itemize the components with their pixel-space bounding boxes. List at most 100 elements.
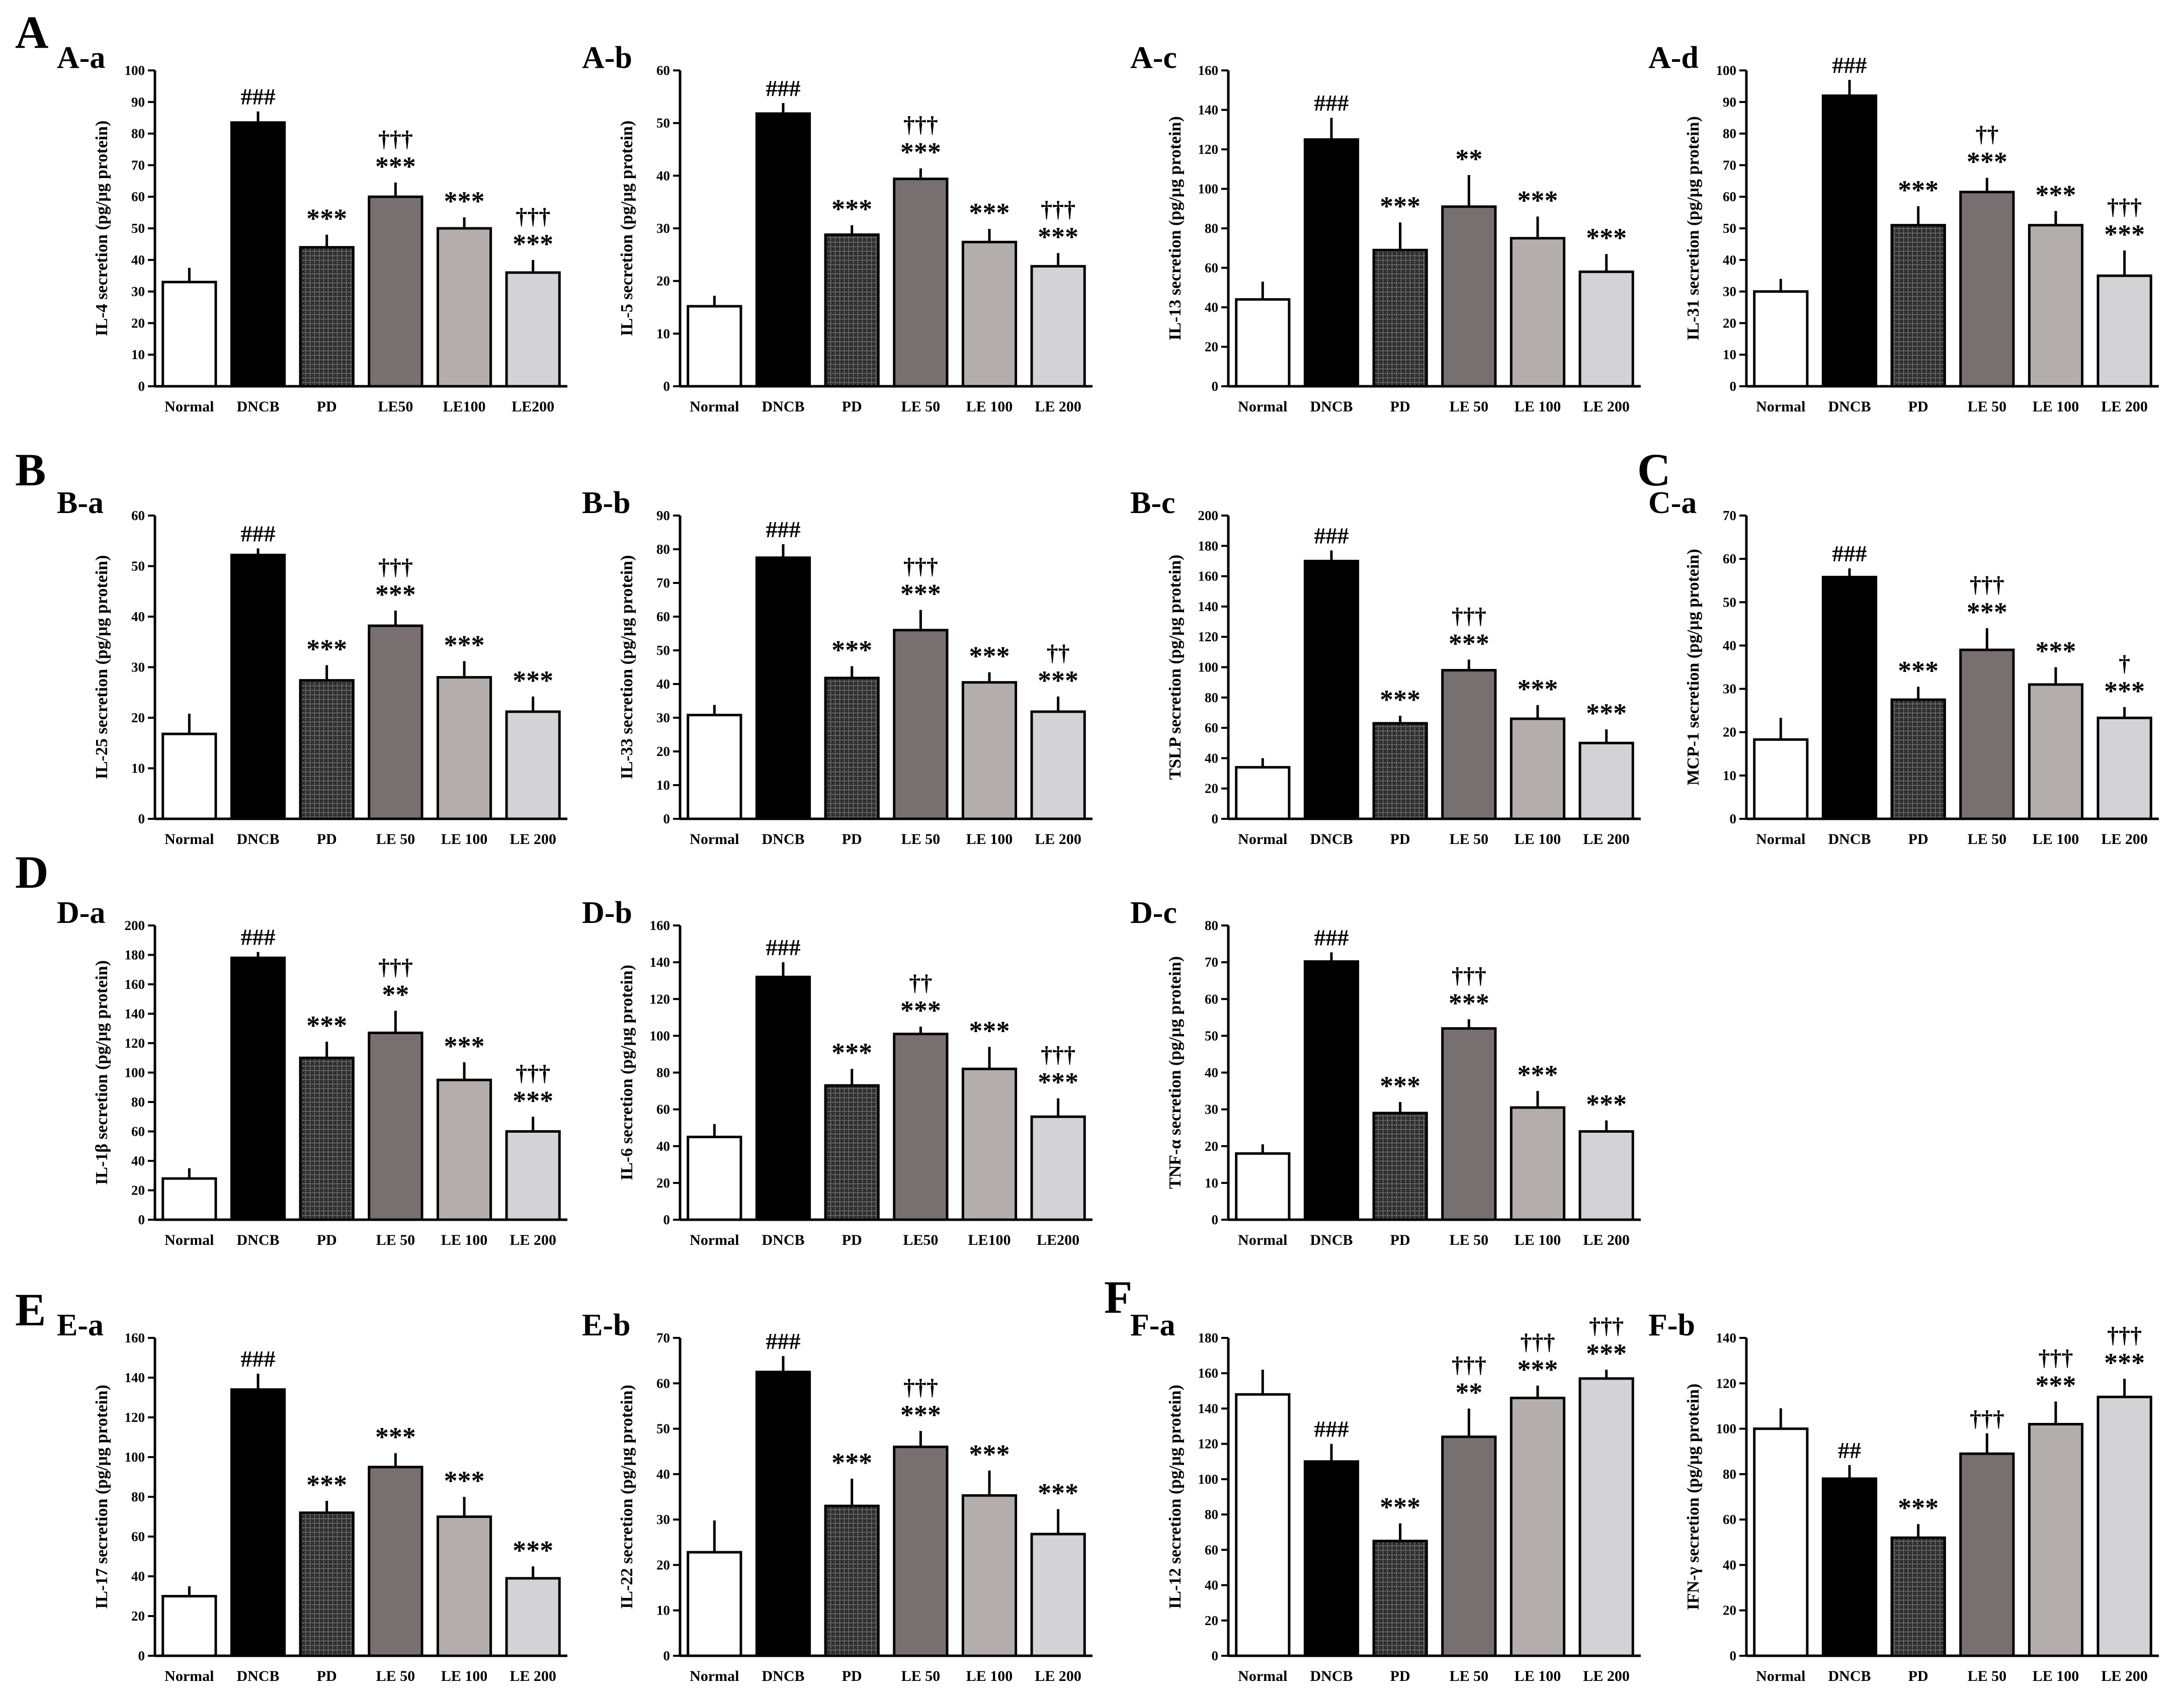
significance-label: *** (831, 1038, 872, 1068)
bar-e-b-normal (687, 1551, 742, 1657)
bar-e-b-le50 (893, 1446, 949, 1657)
significance-label: ††† (1452, 962, 1486, 988)
y-tick-label: 60 (1205, 261, 1218, 276)
x-tick-label: LE 100 (2033, 398, 2079, 415)
x-tick-label: LE 50 (1968, 831, 2007, 848)
bar-a-c-le50 (1441, 205, 1497, 388)
x-tick-label: DNCB (1310, 398, 1353, 415)
y-tick-label: 60 (656, 609, 670, 624)
y-axis-label-d-c: TNF-α secretion (pg/μg protein) (1166, 956, 1185, 1189)
bar-a-b-pd (824, 233, 880, 388)
x-tick-label: LE 200 (1583, 398, 1630, 415)
section-label-a: A (15, 7, 48, 58)
significance-label: *** (444, 1466, 485, 1496)
bar-a-b-le100 (961, 240, 1018, 388)
y-tick-label: 20 (131, 315, 145, 330)
y-tick-label: 70 (131, 157, 145, 173)
bar-d-a-le100 (436, 1078, 492, 1221)
significance-label: ††† (2107, 194, 2142, 219)
y-tick-label: 10 (656, 326, 670, 341)
significance-label: *** (513, 1535, 553, 1565)
y-tick-label: 40 (656, 676, 670, 692)
bar-b-a-dncb (230, 553, 286, 820)
significance-label: *** (1380, 1071, 1420, 1101)
significance-label: *** (2036, 180, 2076, 210)
x-tick-label: LE200 (512, 398, 554, 415)
y-axis-label-f-a: IL-12 secretion (pg/μg protein) (1166, 1385, 1185, 1609)
y-axis-label-b-b: IL-33 secretion (pg/μg protein) (618, 555, 636, 780)
y-axis-label-a-c: IL-13 secretion (pg/μg protein) (1166, 116, 1185, 341)
bar-a-d-le100 (2028, 224, 2084, 388)
x-tick-label: LE 100 (441, 1668, 488, 1684)
significance-label: ††† (1970, 571, 2004, 597)
y-tick-label: 40 (131, 1569, 145, 1584)
y-tick-label: 180 (125, 948, 145, 963)
significance-label: *** (900, 579, 941, 609)
y-tick-label: 120 (125, 1036, 145, 1051)
y-tick-label: 20 (131, 1609, 145, 1624)
panel-label-d-b: D-b (582, 896, 632, 930)
y-tick-label: 120 (1716, 1376, 1737, 1391)
bar-f-b-le200 (2096, 1395, 2152, 1657)
y-tick-label: 10 (1205, 1175, 1218, 1191)
significance-label: ### (766, 935, 801, 960)
y-tick-label: 20 (656, 744, 670, 759)
x-tick-label: LE 100 (1515, 1668, 1561, 1684)
significance-label: ### (766, 75, 801, 101)
y-tick-label: 60 (1723, 189, 1736, 204)
significance-label: *** (1518, 674, 1558, 704)
bar-b-b-le50 (893, 629, 949, 820)
significance-label: ††† (2039, 1344, 2073, 1370)
panel-label-d-c: D-c (1130, 896, 1177, 930)
y-tick-label: 10 (656, 1603, 670, 1618)
y-tick-label: 160 (1198, 63, 1219, 78)
y-tick-label: 0 (1212, 1648, 1219, 1663)
x-tick-label: DNCB (1828, 1668, 1871, 1684)
significance-label: *** (969, 641, 1010, 671)
y-tick-label: 50 (656, 643, 670, 658)
y-tick-label: 40 (656, 1467, 670, 1482)
y-tick-label: 120 (1198, 1436, 1219, 1452)
bar-b-c-normal (1235, 766, 1291, 820)
x-tick-label: LE 100 (2033, 831, 2079, 848)
bar-a-a-le50 (368, 195, 424, 388)
bar-e-a-le50 (368, 1466, 424, 1657)
panel-label-a-c: A-c (1130, 41, 1177, 75)
x-tick-label: LE 200 (510, 1232, 556, 1248)
y-tick-label: 20 (1723, 315, 1736, 330)
x-tick-label: PD (842, 1668, 862, 1684)
x-tick-label: DNCB (236, 831, 279, 848)
y-tick-label: 100 (1198, 1472, 1219, 1487)
significance-label: *** (444, 630, 485, 660)
chart-b-b: B-b IL-33 secretion (pg/μg protein) 0 10 20 3… (582, 486, 1093, 848)
x-tick-label: DNCB (1310, 831, 1353, 848)
y-tick-label: 160 (1198, 1366, 1219, 1381)
significance-label: *** (1518, 1355, 1558, 1385)
x-tick-label: LE 200 (1035, 398, 1081, 415)
significance-label: *** (2036, 1370, 2076, 1400)
significance-label: *** (306, 634, 347, 664)
bar-e-b-pd (824, 1504, 880, 1657)
y-tick-label: 60 (1723, 551, 1736, 566)
bar-f-a-le200 (1578, 1377, 1634, 1657)
x-tick-label: LE 50 (901, 831, 941, 848)
bar-b-a-normal (161, 732, 217, 820)
x-tick-label: PD (1390, 831, 1410, 848)
y-tick-label: 80 (1205, 690, 1218, 705)
bar-d-b-le200 (1030, 1115, 1086, 1221)
significance-label: *** (1586, 698, 1627, 728)
x-tick-label: DNCB (1310, 1668, 1353, 1684)
x-tick-label: PD (1908, 831, 1928, 848)
bar-d-a-dncb (230, 956, 286, 1221)
significance-label: †† (1975, 121, 1998, 147)
bar-e-a-le100 (436, 1515, 492, 1657)
x-tick-label: LE 50 (376, 1668, 415, 1684)
y-tick-label: 0 (1730, 379, 1737, 394)
y-tick-label: 0 (138, 1212, 145, 1227)
x-tick-label: PD (1390, 1668, 1410, 1684)
section-label-c: C (1637, 444, 1670, 495)
bar-d-c-le50 (1441, 1027, 1497, 1221)
y-tick-label: 120 (1198, 629, 1219, 644)
bar-a-b-dncb (755, 112, 811, 388)
y-tick-label: 80 (1723, 126, 1736, 141)
